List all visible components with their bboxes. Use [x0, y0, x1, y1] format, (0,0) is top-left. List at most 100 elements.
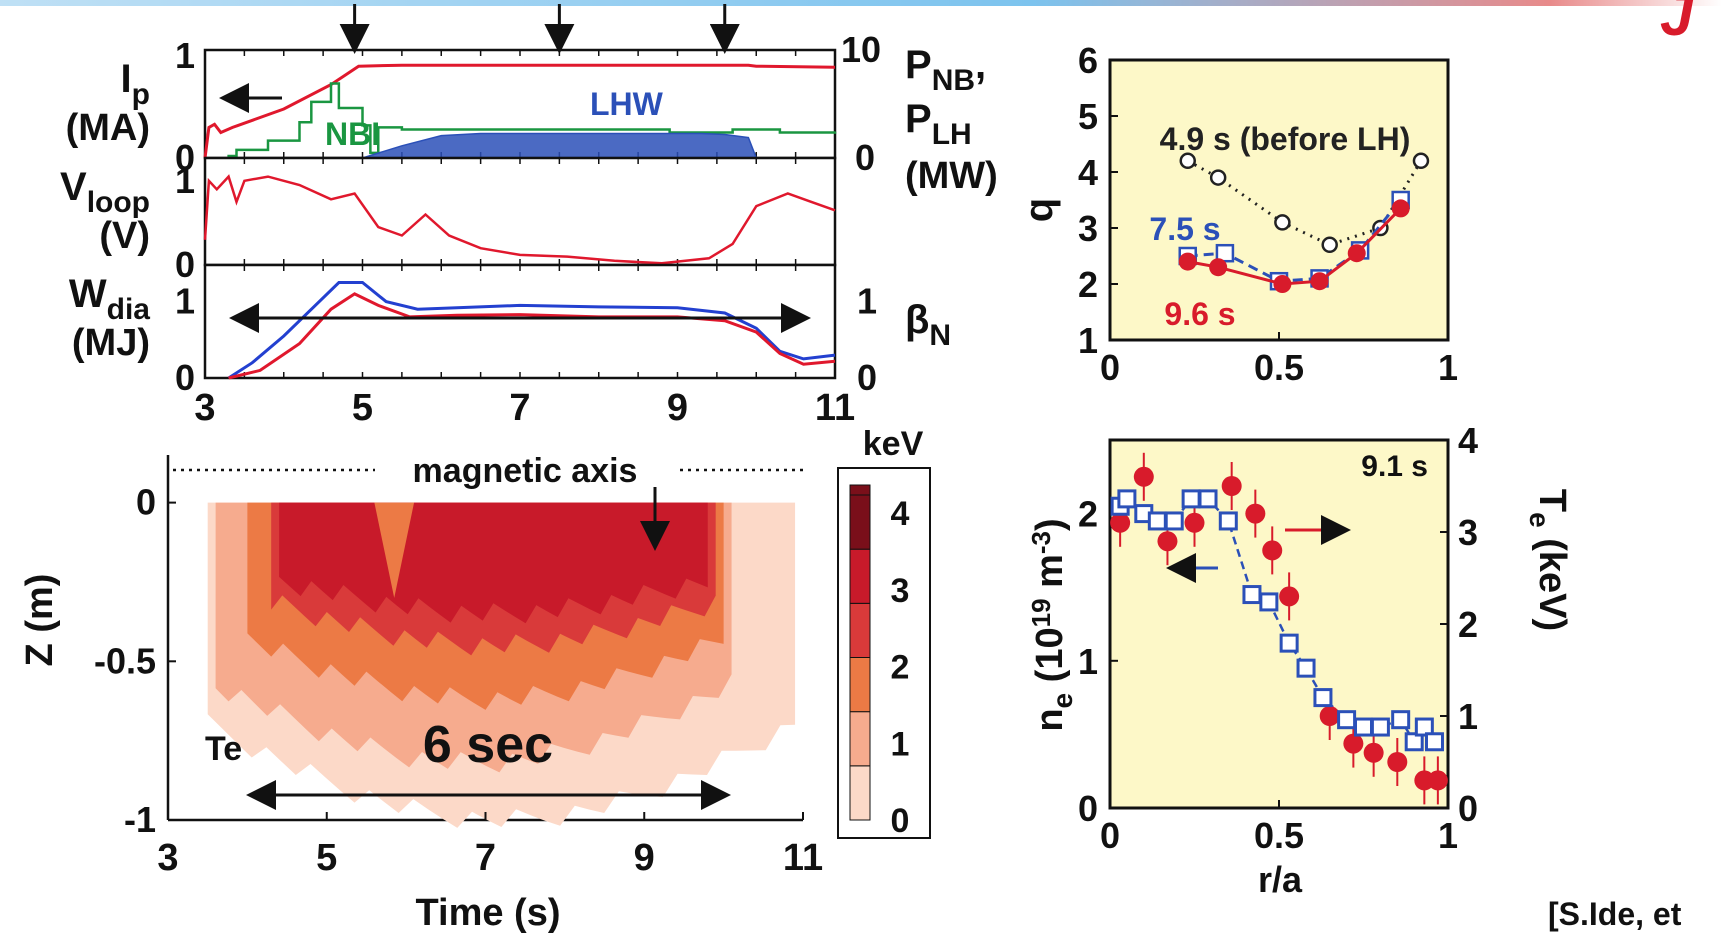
te-point: [1157, 531, 1178, 552]
colorbar-swatch: [849, 494, 871, 550]
left-axis-unit: (V): [99, 215, 150, 257]
y-tick-label: 4: [1078, 152, 1098, 193]
legend-label-96: 9.6 s: [1164, 296, 1235, 332]
colorbar-tick-label: 3: [891, 572, 910, 610]
x-tick-label: 0.5: [1254, 347, 1304, 388]
q-point: [1310, 272, 1329, 291]
panel-ip-power: 0 1 Ip(MA) NBI LHW 10 0 PNB,PLH(MW): [66, 29, 998, 197]
left-axis-label: Ip: [121, 57, 150, 111]
y-tick-label: 0: [136, 482, 156, 523]
x-tick-label: 5: [352, 387, 373, 429]
ne-point: [1259, 592, 1279, 612]
y-left-tick-label: 0: [1078, 788, 1098, 829]
right-tick-label: 0: [857, 357, 877, 398]
q-point: [1178, 252, 1197, 271]
ne-point: [1117, 489, 1137, 509]
left-tick-label: 1: [175, 35, 195, 76]
te-point: [1133, 466, 1154, 487]
x-tick-label: 9: [634, 837, 655, 879]
logo-fragment: J: [1660, 0, 1695, 48]
y-tick-label: -0.5: [94, 640, 156, 681]
q-point: [1273, 275, 1292, 293]
y-right-axis-label: Te (keV): [1524, 489, 1573, 631]
left-axis-label: Vloop: [60, 165, 150, 219]
q-profile-figure: 1 2 3 4 5 6 0 0.5 1 q 4.9 s (before LH) 7.5 s 9.6 s: [1017, 40, 1458, 388]
x-axis-label: r/a: [1258, 859, 1303, 900]
y-right-tick-label: 3: [1458, 512, 1478, 553]
y-tick-label: 2: [1078, 264, 1098, 305]
x-tick-label: 1: [1438, 815, 1458, 856]
x-tick-label: 3: [157, 837, 178, 879]
panel-frame: [203, 156, 837, 267]
panel-wdia-betan: 0 1 Wdia(MJ) 1 0 βN: [69, 263, 951, 398]
ne-point: [1391, 710, 1411, 730]
panel-vloop: 0 1 Vloop(V): [60, 156, 837, 285]
y-tick-label: 6: [1078, 40, 1098, 81]
colorbar-swatch: [849, 484, 871, 496]
legend-label-before: 4.9 s (before LH): [1160, 121, 1411, 157]
te-point: [1387, 752, 1408, 772]
y-right-tick-label: 4: [1458, 420, 1478, 461]
x-tick-label: 11: [783, 837, 823, 879]
x-tick-label: 9: [667, 387, 688, 429]
left-axis-label: Wdia: [69, 272, 150, 326]
y-left-axis-label: ne (1019 m-3): [1026, 518, 1078, 731]
q-point: [1412, 152, 1430, 170]
y-tick-label: 3: [1078, 208, 1098, 249]
nbi-label: NBI: [325, 116, 380, 152]
x-tick-label: 7: [475, 837, 496, 879]
q-point: [1321, 236, 1338, 254]
te-point: [1427, 770, 1448, 791]
nbi-power-line: [227, 82, 837, 158]
y-left-tick-label: 1: [1078, 641, 1098, 682]
colorbar-tick-label: 2: [891, 649, 910, 687]
te-point: [1110, 512, 1131, 533]
x-tick-label: 1: [1438, 347, 1458, 388]
te-label: Te: [205, 730, 242, 768]
lhw-power-area: [362, 132, 758, 159]
ne-point: [1164, 511, 1184, 531]
y-right-tick-label: 0: [1458, 788, 1478, 829]
vloop-line: [203, 174, 836, 265]
te-point: [1343, 733, 1364, 754]
x-tick-label: 3: [194, 387, 215, 429]
x-tick-label: 7: [509, 387, 530, 429]
time-label: 9.1 s: [1361, 450, 1428, 483]
te-point: [1319, 706, 1340, 726]
legend-label-75: 7.5 s: [1149, 211, 1220, 247]
left-tick-label: 1: [175, 281, 195, 322]
left-axis-unit: (MJ): [72, 322, 150, 364]
ne-point: [1313, 688, 1333, 708]
ne-point: [1296, 658, 1316, 678]
colorbar-tick-label: 0: [891, 802, 910, 840]
right-axis-label: PLH: [905, 97, 972, 151]
y-tick-label: 5: [1078, 96, 1098, 137]
x-tick-label: 11: [815, 387, 855, 429]
x-tick-label: 0.5: [1254, 815, 1304, 856]
q-point: [1274, 214, 1291, 231]
top-color-band: [0, 0, 1722, 6]
colorbar-tick-label: 1: [891, 725, 910, 763]
ne-point: [1424, 732, 1444, 752]
y-right-tick-label: 1: [1458, 696, 1478, 737]
te-point: [1262, 540, 1283, 561]
ne-point: [1218, 511, 1238, 531]
left-tick-label: 0: [175, 137, 195, 178]
right-tick-label: 10: [841, 29, 881, 70]
ne-point: [1404, 732, 1424, 752]
y-axis-label: q: [1017, 198, 1061, 222]
right-axis-unit: (MW): [905, 155, 998, 197]
q-point: [1209, 169, 1227, 186]
ne-point: [1181, 489, 1201, 509]
q-point: [1179, 152, 1196, 170]
left-tick-label: 0: [175, 244, 195, 285]
duration-label: 6 sec: [423, 716, 553, 774]
left-tick-label: 0: [175, 357, 195, 398]
ne-point: [1414, 717, 1434, 737]
colorbar-swatch: [849, 657, 871, 713]
colorbar-swatch: [849, 548, 871, 604]
